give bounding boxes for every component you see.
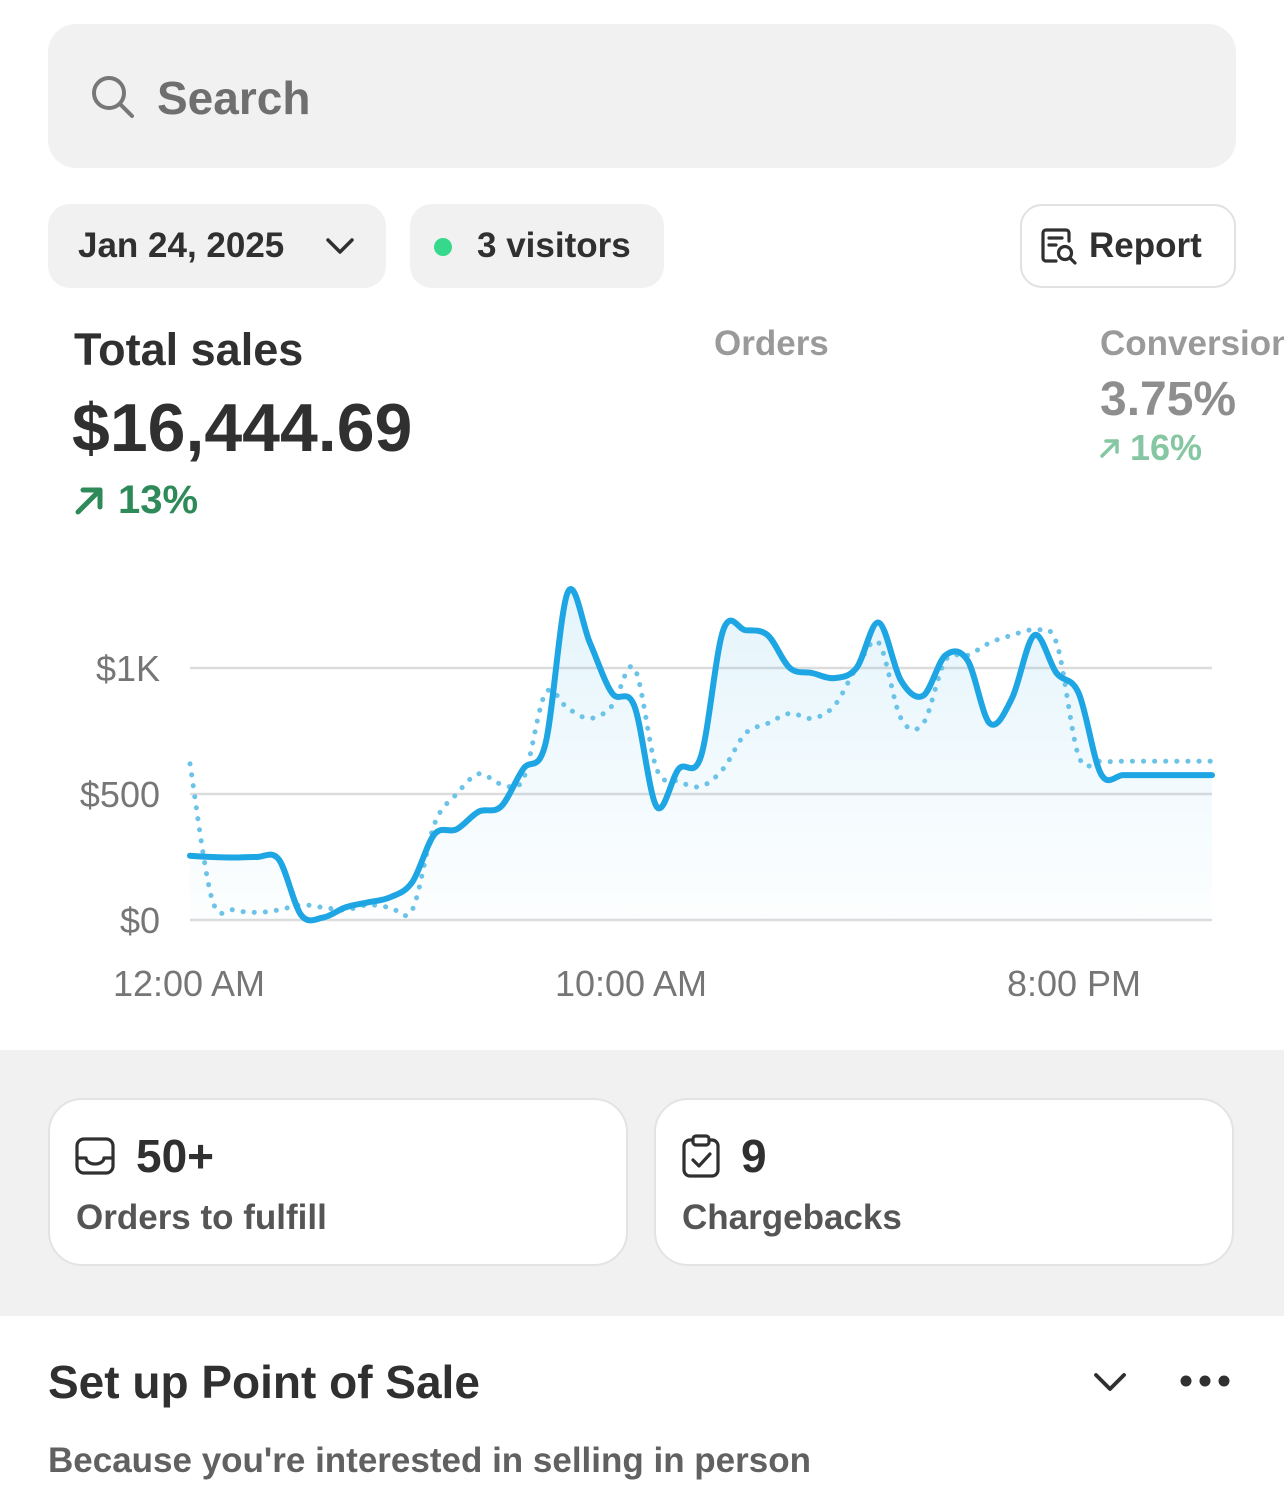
total-sales-value: $16,444.69 bbox=[72, 390, 413, 466]
chargebacks-count: 9 bbox=[741, 1130, 767, 1182]
total-sales-change: 13% bbox=[72, 476, 198, 524]
conversion-change: 16% bbox=[1098, 426, 1202, 470]
x-tick-label: 10:00 AM bbox=[555, 963, 707, 1004]
more-options-icon[interactable] bbox=[1176, 1366, 1234, 1396]
date-picker-button[interactable] bbox=[48, 204, 386, 288]
conversion-value: 3.75% bbox=[1100, 373, 1237, 426]
sales-series-line bbox=[187, 586, 1215, 924]
chevron-down-icon[interactable] bbox=[1090, 1366, 1130, 1398]
orders-to-fulfill-label: Orders to fulfill bbox=[76, 1198, 327, 1237]
chargebacks-label: Chargebacks bbox=[682, 1198, 902, 1237]
setup-pos-title[interactable]: Set up Point of Sale bbox=[48, 1356, 480, 1408]
visitors-label: 3 visitors bbox=[477, 226, 631, 265]
search-icon bbox=[92, 76, 134, 118]
y-tick-label: $500 bbox=[80, 774, 160, 815]
search-input[interactable]: Search bbox=[157, 72, 311, 124]
comparison-series-line bbox=[187, 626, 1215, 918]
live-dot-icon bbox=[434, 238, 452, 256]
chevron-down-icon bbox=[326, 238, 354, 254]
y-tick-label: $1K bbox=[96, 648, 160, 689]
date-label: Jan 24, 2025 bbox=[78, 226, 285, 265]
orders-to-fulfill-count: 50+ bbox=[136, 1130, 215, 1182]
setup-pos-subtitle: Because you're interested in selling in … bbox=[48, 1441, 811, 1480]
arrow-up-right-icon bbox=[75, 487, 103, 515]
report-button[interactable] bbox=[1020, 204, 1236, 288]
conversion-title[interactable]: Conversion bbox=[1100, 324, 1284, 363]
report-label: Report bbox=[1089, 226, 1202, 265]
search-bar[interactable] bbox=[48, 24, 1236, 168]
inbox-icon bbox=[75, 1137, 115, 1175]
total-sales-change-value: 13% bbox=[118, 478, 199, 522]
report-search-icon bbox=[1041, 228, 1077, 265]
live-visitors-button[interactable] bbox=[410, 204, 664, 288]
total-sales-title[interactable]: Total sales bbox=[74, 324, 304, 375]
arrow-up-right-icon bbox=[1100, 439, 1119, 458]
chargebacks-card[interactable] bbox=[654, 1098, 1234, 1266]
sales-chart[interactable]: $0 $500 $1K 12:00 AM 10:00 AM 8:00 PM bbox=[0, 560, 1284, 1030]
x-tick-label: 8:00 PM bbox=[1007, 963, 1141, 1004]
orders-title[interactable]: Orders bbox=[714, 324, 829, 363]
orders-to-fulfill-card[interactable] bbox=[48, 1098, 628, 1266]
x-tick-label: 12:00 AM bbox=[113, 963, 265, 1004]
clipboard-check-icon bbox=[682, 1134, 720, 1178]
series-area bbox=[190, 589, 1212, 921]
conversion-change-value: 16% bbox=[1130, 427, 1203, 468]
y-tick-label: $0 bbox=[120, 900, 160, 941]
